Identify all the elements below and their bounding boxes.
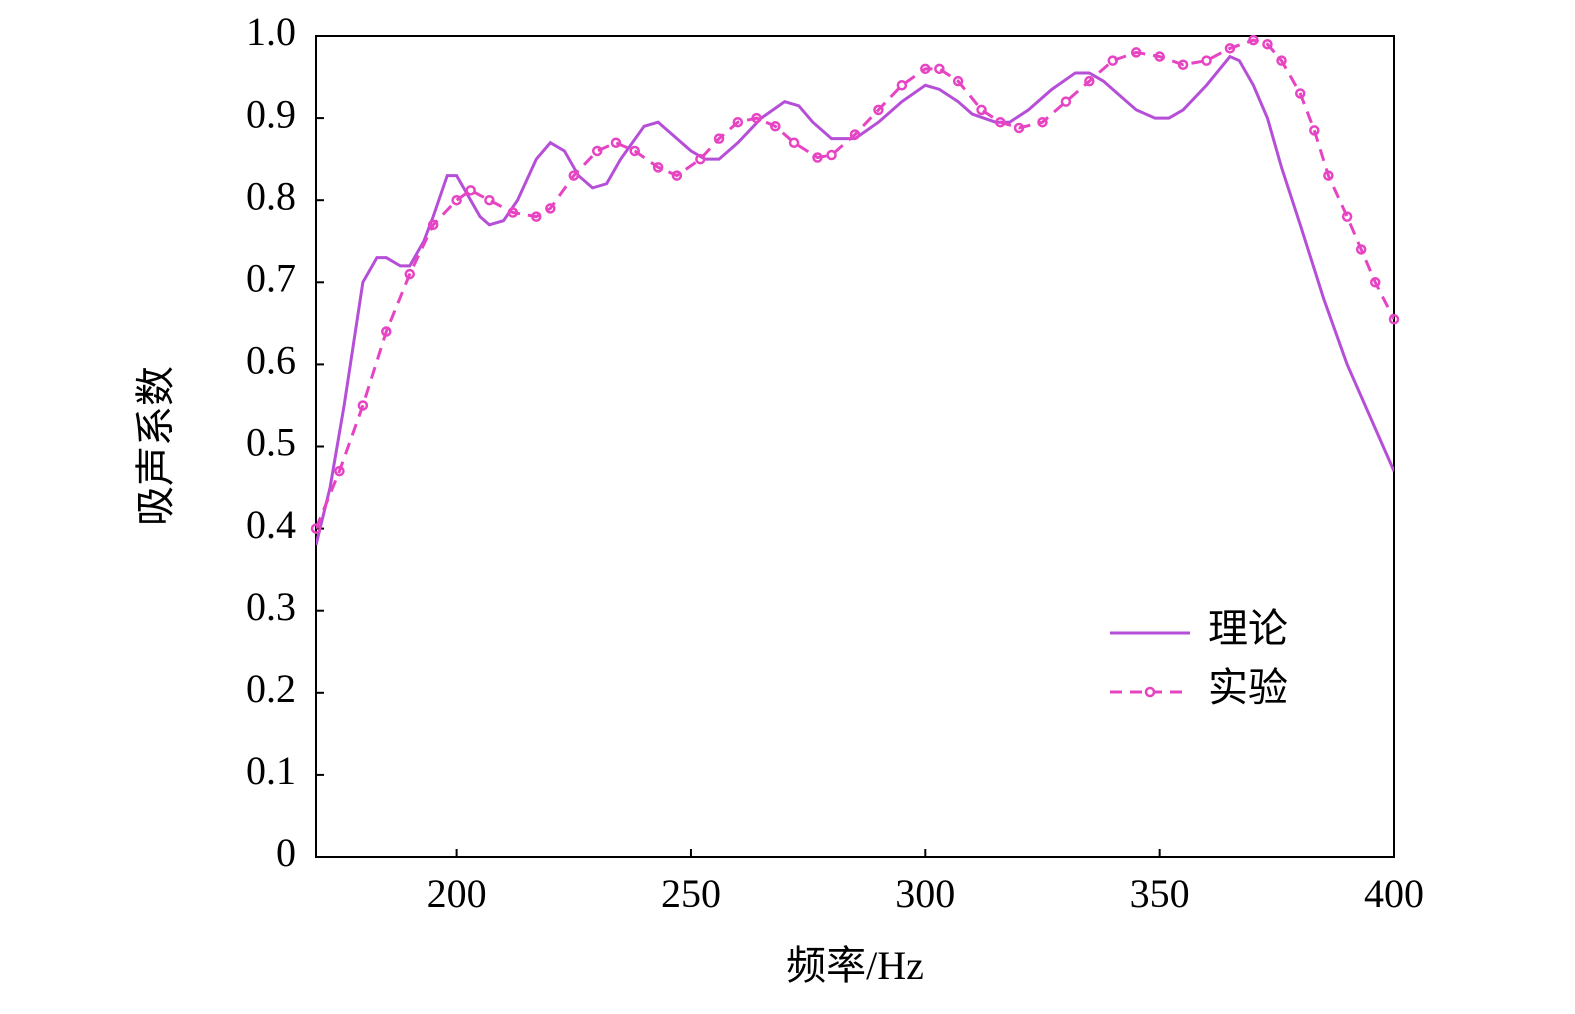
data-point <box>629 145 640 157</box>
data-point <box>1323 170 1334 181</box>
data-point <box>1276 55 1287 66</box>
data-point <box>404 268 415 280</box>
data-point <box>334 465 345 477</box>
y-tick-label: 0.6 <box>246 338 296 383</box>
plot-frame <box>315 35 1395 858</box>
data-point <box>1341 211 1353 222</box>
data-point <box>1248 34 1259 46</box>
data-point <box>751 112 762 124</box>
x-tick-label: 350 <box>1130 871 1190 916</box>
data-point <box>1309 125 1320 136</box>
legend-label: 实验 <box>1208 665 1288 710</box>
y-tick-label: 0.5 <box>246 420 296 465</box>
data-point <box>427 219 439 231</box>
y-tick-label: 0.7 <box>246 255 296 300</box>
data-point <box>1370 277 1381 288</box>
data-point <box>545 203 556 214</box>
data-point <box>1013 122 1025 134</box>
data-point <box>310 523 322 534</box>
x-tick-label: 250 <box>661 871 721 916</box>
data-point <box>1224 43 1236 54</box>
legend-marker <box>1144 686 1156 698</box>
data-point <box>610 137 622 148</box>
data-point <box>1130 47 1142 58</box>
data-point <box>1262 38 1273 50</box>
data-point <box>873 104 884 116</box>
data-point <box>770 121 781 132</box>
y-tick-label: 0.9 <box>246 91 296 136</box>
data-point <box>812 152 823 163</box>
x-tick-label: 400 <box>1364 871 1424 916</box>
data-point <box>1107 55 1119 66</box>
data-point <box>1295 88 1306 99</box>
data-point <box>976 104 987 116</box>
data-point <box>381 326 392 337</box>
data-point <box>1388 313 1400 325</box>
data-point <box>671 170 683 181</box>
legend-label: 理论 <box>1208 606 1288 651</box>
data-point <box>713 133 725 144</box>
data-point <box>1355 244 1367 255</box>
x-tick-label: 300 <box>895 871 955 916</box>
data-point <box>695 153 706 165</box>
data-point <box>849 129 861 140</box>
y-tick-label: 0 <box>276 830 296 875</box>
data-point <box>952 75 964 87</box>
y-tick-label: 0.4 <box>246 502 296 547</box>
data-point <box>531 211 542 222</box>
data-point <box>357 400 369 411</box>
data-point <box>1037 116 1048 128</box>
y-tick-label: 0.8 <box>246 173 296 218</box>
data-point <box>788 137 800 148</box>
data-point <box>934 63 945 75</box>
x-tick-label: 200 <box>427 871 487 916</box>
series-line <box>316 54 1394 546</box>
data-point <box>1201 55 1212 66</box>
data-point <box>896 80 908 91</box>
data-point <box>826 149 837 161</box>
data-point <box>1154 51 1165 62</box>
data-point <box>732 116 744 128</box>
y-tick-label: 1.0 <box>246 9 296 54</box>
data-point <box>591 145 603 157</box>
data-point <box>568 170 580 181</box>
data-point <box>920 63 931 75</box>
data-point <box>1177 59 1189 70</box>
x-axis-label: 频率/Hz <box>786 943 924 988</box>
y-tick-label: 0.3 <box>246 584 296 629</box>
data-point <box>465 185 476 196</box>
data-point <box>995 116 1006 128</box>
data-point <box>1060 96 1072 107</box>
y-tick-label: 0.2 <box>246 666 296 711</box>
data-point <box>1084 75 1095 87</box>
series-line <box>316 38 1394 530</box>
data-point <box>484 194 495 206</box>
data-point <box>652 162 664 173</box>
data-point <box>507 207 519 218</box>
y-axis-label: 吸声系数 <box>133 366 178 526</box>
data-point <box>451 194 462 206</box>
y-tick-label: 0.1 <box>246 748 296 793</box>
